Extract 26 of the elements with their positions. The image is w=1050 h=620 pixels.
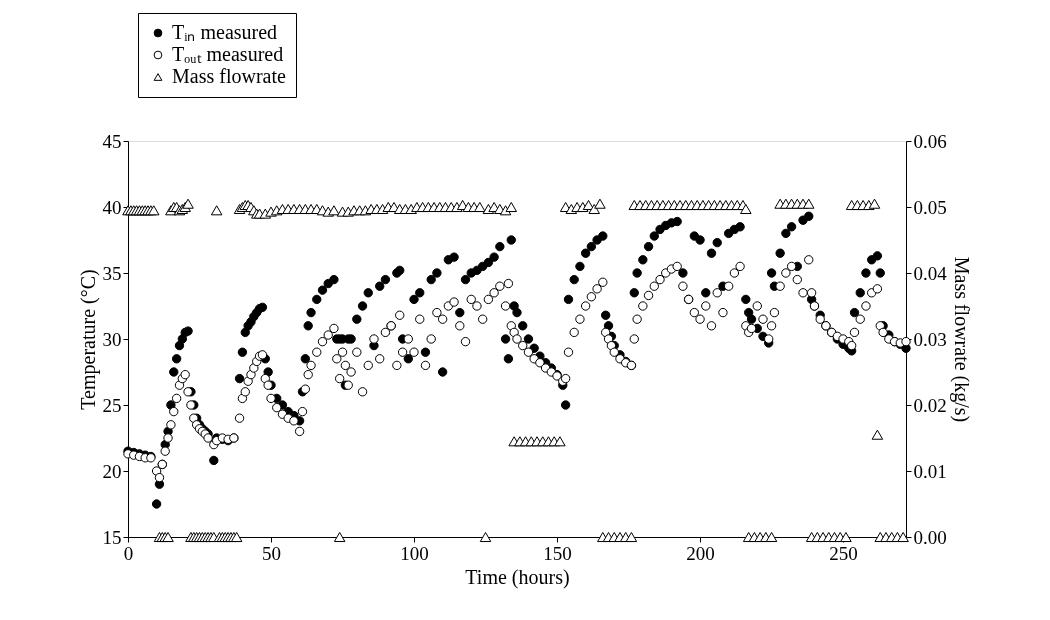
- y-tick-label: 20: [102, 460, 122, 482]
- y-tick-label: 35: [102, 262, 122, 284]
- x-tick-label: 200: [686, 542, 715, 564]
- y-tick-label: 15: [102, 526, 122, 548]
- y-tick-label: 40: [102, 196, 122, 218]
- y-axis-title: Temperature (°C): [76, 269, 100, 410]
- y2-tick-label: 0.06: [913, 130, 947, 152]
- legend-label: Mass flowrate: [172, 65, 286, 87]
- x-tick-label: 50: [262, 542, 282, 564]
- y2-tick-label: 0.05: [913, 196, 947, 218]
- y2-tick-label: 0.04: [913, 262, 948, 284]
- y-tick-label: 45: [102, 130, 122, 152]
- x-axis-title: Time (hours): [465, 565, 570, 589]
- y-tick-label: 25: [102, 394, 122, 416]
- y-tick-label: 30: [102, 328, 122, 350]
- x-tick-label: 100: [400, 542, 429, 564]
- x-tick-label: 0: [123, 542, 134, 564]
- legend-label: Tₒᵤₜ measured: [172, 43, 284, 65]
- y2-tick-label: 0.02: [913, 394, 947, 416]
- legend-label: Tᵢₙ measured: [172, 21, 278, 43]
- y2-axis-title: Mass flowrate (kg/s): [949, 256, 973, 423]
- x-tick-label: 150: [543, 542, 572, 564]
- y2-tick-label: 0.00: [913, 526, 947, 548]
- x-tick-label: 250: [829, 542, 858, 564]
- y2-tick-label: 0.01: [913, 460, 947, 482]
- y2-tick-label: 0.03: [913, 328, 947, 350]
